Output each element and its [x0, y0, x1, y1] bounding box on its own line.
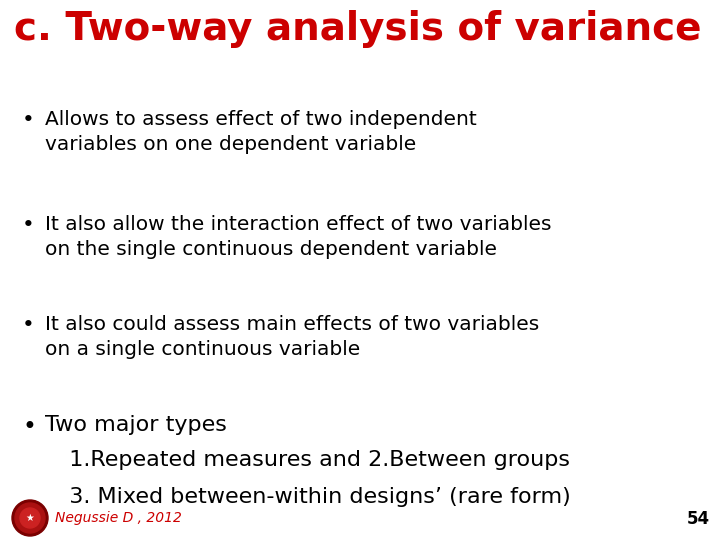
- Text: It also could assess main effects of two variables
on a single continuous variab: It also could assess main effects of two…: [45, 315, 539, 359]
- Text: 3. Mixed between-within designs’ (rare form): 3. Mixed between-within designs’ (rare f…: [55, 487, 571, 507]
- Circle shape: [20, 508, 40, 528]
- Text: It also allow the interaction effect of two variables
on the single continuous d: It also allow the interaction effect of …: [45, 215, 552, 259]
- Text: 1.Repeated measures and 2.Between groups: 1.Repeated measures and 2.Between groups: [55, 450, 570, 470]
- Circle shape: [15, 503, 45, 533]
- Circle shape: [12, 500, 48, 536]
- Text: •: •: [22, 315, 35, 335]
- Text: Allows to assess effect of two independent
variables on one dependent variable: Allows to assess effect of two independe…: [45, 110, 477, 154]
- Text: 54: 54: [687, 510, 710, 528]
- Text: ★: ★: [26, 513, 35, 523]
- Text: •: •: [22, 110, 35, 130]
- Text: Two major types: Two major types: [45, 415, 227, 435]
- Text: •: •: [22, 415, 36, 439]
- Text: c. Two-way analysis of variance: c. Two-way analysis of variance: [14, 10, 701, 48]
- Text: Negussie D , 2012: Negussie D , 2012: [55, 511, 182, 525]
- Text: •: •: [22, 215, 35, 235]
